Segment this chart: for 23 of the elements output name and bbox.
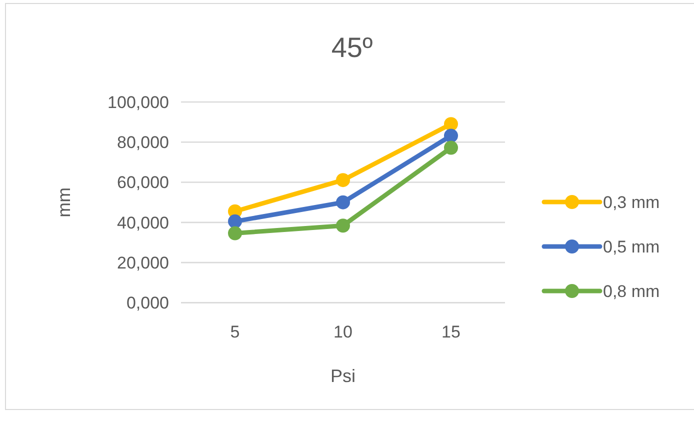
point [444, 117, 458, 132]
point [444, 128, 458, 143]
point [336, 218, 350, 233]
chart-title: 45º [331, 32, 373, 63]
y-axis-title: mm [54, 187, 74, 218]
point [228, 214, 242, 228]
y-tick-label: 80,000 [117, 133, 169, 152]
point [228, 226, 242, 240]
point [336, 173, 350, 188]
x-tick-label: 15 [442, 322, 460, 342]
legend-label: 0,5 mm [603, 237, 660, 256]
y-tick-label: 60,000 [117, 173, 169, 192]
y-tick-label: 40,000 [117, 213, 169, 232]
x-axis-title: Psi [330, 366, 356, 386]
y-tick-label: 20,000 [117, 254, 169, 273]
legend-label: 0,3 mm [603, 192, 660, 212]
y-tick-label: 100,000 [108, 92, 169, 112]
y-tick-label: 0,000 [126, 294, 169, 313]
point [444, 140, 458, 155]
legend-label: 0,8 mm [603, 282, 660, 301]
x-tick-label: 5 [230, 322, 240, 342]
point [336, 195, 350, 210]
x-tick-label: 10 [334, 322, 352, 342]
